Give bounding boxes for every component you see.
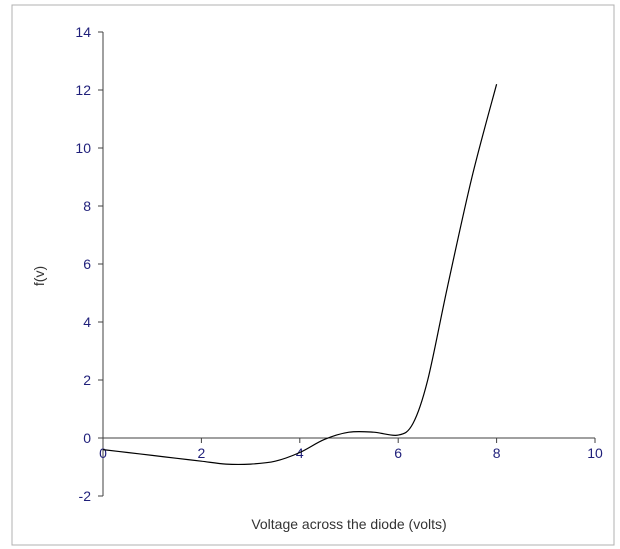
x-tick-label: 0 — [99, 445, 107, 461]
data-point — [274, 460, 276, 462]
data-point — [324, 439, 326, 441]
data-point — [201, 460, 203, 462]
x-tick-label: 8 — [493, 445, 501, 461]
x-tick-label: 6 — [394, 445, 402, 461]
y-tick-label: 12 — [75, 82, 91, 98]
data-point — [225, 463, 227, 465]
y-tick-label: 6 — [83, 256, 91, 272]
data-point — [471, 176, 473, 178]
x-tick-label: 2 — [198, 445, 206, 461]
y-tick-label: 14 — [75, 24, 91, 40]
data-point — [151, 455, 153, 457]
data-point — [127, 452, 129, 454]
y-tick-label: 4 — [83, 314, 91, 330]
data-point — [373, 431, 375, 433]
data-point — [102, 449, 104, 451]
y-tick-label: 2 — [83, 372, 91, 388]
data-point — [299, 452, 301, 454]
y-tick-label: 10 — [75, 140, 91, 156]
data-point — [348, 431, 350, 433]
series-line — [102, 84, 498, 466]
x-tick-label: 10 — [587, 445, 603, 461]
data-point — [496, 83, 498, 85]
chart-frame — [11, 4, 615, 546]
data-point — [176, 458, 178, 460]
data-point — [412, 423, 414, 425]
y-tick-label: 8 — [83, 198, 91, 214]
data-point — [397, 434, 399, 436]
data-point — [447, 286, 449, 288]
data-point — [250, 463, 252, 465]
y-axis-title: f(v) — [31, 266, 47, 286]
data-point — [427, 379, 429, 381]
x-axis-title: Voltage across the diode (volts) — [251, 516, 446, 532]
y-tick-label: -2 — [79, 488, 92, 504]
y-tick-label: 0 — [83, 430, 91, 446]
series-group — [102, 83, 498, 466]
